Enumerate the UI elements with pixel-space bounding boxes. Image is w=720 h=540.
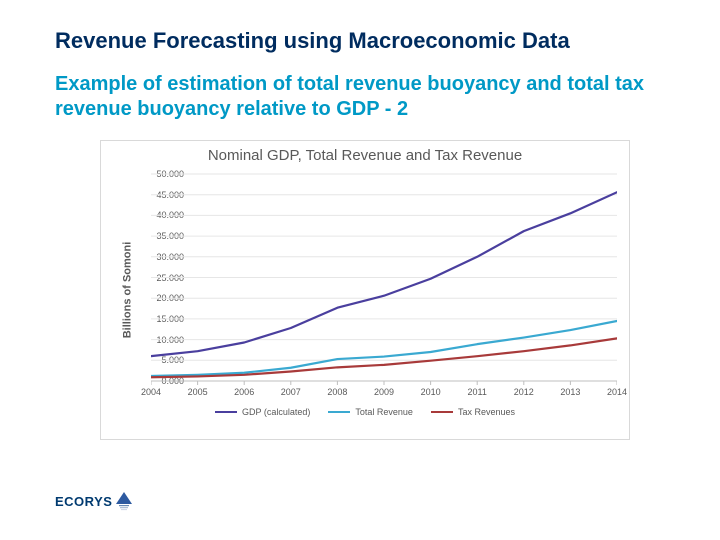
chart-x-tick: 2006 [234, 387, 254, 397]
chart-x-tick: 2007 [281, 387, 301, 397]
chart-svg [151, 170, 617, 385]
chart-x-tick: 2009 [374, 387, 394, 397]
triangle-icon [116, 492, 132, 512]
logo-text: ECORYS [55, 494, 112, 509]
chart-x-tick: 2008 [327, 387, 347, 397]
line-chart: Billions of Somoni Nominal GDP, Total Re… [100, 140, 630, 440]
slide: Revenue Forecasting using Macroeconomic … [0, 0, 720, 540]
chart-plot-area: 0.0005.00010.00015.00020.00025.00030.000… [151, 170, 617, 385]
logo: ECORYS [55, 494, 132, 512]
chart-x-tick: 2004 [141, 387, 161, 397]
chart-x-tick: 2005 [188, 387, 208, 397]
page-title: Revenue Forecasting using Macroeconomic … [55, 28, 570, 54]
legend-swatch [328, 411, 350, 413]
page-subtitle: Example of estimation of total revenue b… [55, 72, 655, 122]
chart-x-tick: 2011 [468, 387, 487, 397]
chart-x-tick: 2013 [560, 387, 580, 397]
chart-x-tick: 2010 [421, 387, 441, 397]
legend-item: Tax Revenues [431, 407, 515, 417]
legend-swatch [215, 411, 237, 413]
chart-x-ticks: 2004200520062007200820092010201120122013… [151, 387, 617, 401]
legend-label: Total Revenue [355, 407, 413, 417]
chart-y-label: Billions of Somoni [121, 242, 133, 339]
legend-swatch [431, 411, 453, 413]
chart-x-tick: 2014 [607, 387, 627, 397]
legend-item: GDP (calculated) [215, 407, 310, 417]
chart-title: Nominal GDP, Total Revenue and Tax Reven… [101, 147, 629, 164]
legend-item: Total Revenue [328, 407, 413, 417]
chart-x-tick: 2012 [514, 387, 534, 397]
chart-legend: GDP (calculated) Total Revenue Tax Revenue… [101, 407, 629, 417]
legend-label: Tax Revenues [458, 407, 515, 417]
legend-label: GDP (calculated) [242, 407, 310, 417]
